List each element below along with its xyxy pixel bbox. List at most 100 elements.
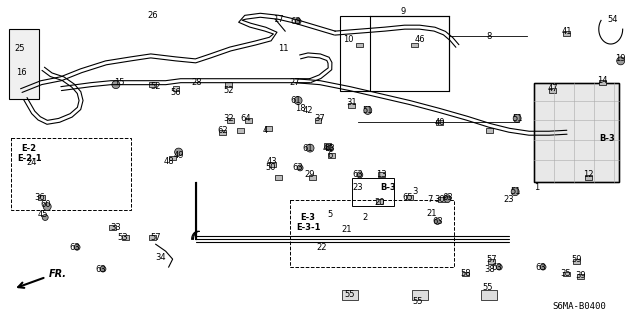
Circle shape (297, 165, 303, 171)
Bar (149, 235, 156, 240)
Text: 64: 64 (240, 114, 251, 123)
Bar (173, 86, 179, 91)
Bar (486, 128, 493, 133)
Bar (324, 143, 332, 148)
Text: 21: 21 (426, 209, 436, 218)
Text: 27: 27 (290, 78, 300, 87)
Circle shape (327, 145, 333, 151)
Text: 52: 52 (150, 82, 161, 91)
Text: 62: 62 (217, 126, 228, 135)
Bar (563, 31, 570, 36)
Circle shape (511, 188, 519, 196)
Text: 52: 52 (223, 86, 234, 95)
Text: 45: 45 (38, 210, 49, 219)
Text: 51: 51 (362, 106, 373, 115)
Bar (599, 80, 606, 85)
Text: B-3: B-3 (599, 134, 614, 143)
Text: 61: 61 (291, 96, 301, 105)
Text: 63: 63 (353, 170, 364, 179)
Text: 57: 57 (486, 255, 497, 263)
Bar (352, 178, 394, 205)
Bar (348, 103, 355, 108)
Text: 4: 4 (262, 126, 268, 135)
Text: 28: 28 (191, 78, 202, 87)
Text: 12: 12 (584, 170, 594, 179)
Bar (169, 156, 176, 160)
Text: 18: 18 (295, 104, 305, 113)
Bar (10, 29, 39, 99)
Text: 26: 26 (147, 11, 158, 20)
Text: 6: 6 (327, 151, 333, 160)
Text: 7: 7 (427, 195, 432, 204)
Text: 61: 61 (303, 144, 314, 152)
Circle shape (294, 97, 302, 105)
Text: 19: 19 (616, 54, 626, 63)
Bar (534, 83, 619, 182)
Text: 58: 58 (460, 270, 470, 278)
Text: B-3: B-3 (380, 183, 396, 192)
Text: 32: 32 (223, 114, 234, 123)
Bar (245, 118, 252, 123)
Bar (109, 225, 116, 230)
Circle shape (74, 244, 80, 250)
Bar (376, 199, 383, 204)
Bar (412, 290, 428, 300)
Text: 39: 39 (575, 271, 586, 280)
Text: FR.: FR. (49, 269, 67, 279)
Text: 1: 1 (534, 183, 540, 192)
Text: 33: 33 (111, 223, 121, 232)
Text: 51: 51 (512, 114, 522, 123)
Bar (328, 152, 335, 158)
Bar (308, 175, 316, 180)
Circle shape (44, 203, 51, 211)
Text: 63: 63 (536, 263, 547, 271)
Text: 37: 37 (315, 114, 325, 123)
Circle shape (306, 144, 314, 152)
Text: 9: 9 (400, 7, 405, 16)
Text: 23: 23 (504, 195, 515, 204)
Text: 55: 55 (344, 290, 355, 299)
Text: 10: 10 (342, 34, 353, 44)
Text: E-2: E-2 (22, 144, 37, 152)
Text: 63: 63 (442, 193, 453, 202)
Text: 48: 48 (163, 158, 174, 167)
Text: 40: 40 (434, 118, 445, 127)
Bar (481, 290, 497, 300)
Bar (577, 274, 584, 279)
Circle shape (444, 197, 451, 203)
Text: 44: 44 (323, 144, 333, 152)
Text: 21: 21 (342, 225, 352, 234)
Text: 57: 57 (150, 233, 161, 242)
Text: 55: 55 (412, 297, 423, 306)
Text: E-3-1: E-3-1 (296, 223, 320, 232)
Text: 50: 50 (265, 163, 275, 173)
Bar (488, 259, 495, 263)
Text: E-2-1: E-2-1 (17, 153, 42, 162)
Text: 65: 65 (403, 193, 413, 202)
Text: 35: 35 (561, 270, 572, 278)
Text: 41: 41 (562, 26, 572, 36)
Bar (436, 120, 443, 125)
Text: 24: 24 (26, 159, 36, 167)
Text: 15: 15 (114, 78, 124, 87)
Bar (12, 138, 131, 210)
Text: 8: 8 (486, 32, 492, 41)
Text: 56: 56 (170, 88, 181, 97)
Circle shape (357, 172, 363, 178)
Bar (378, 172, 385, 177)
Text: 13: 13 (376, 170, 387, 179)
Text: 20: 20 (374, 198, 385, 207)
Bar (438, 197, 445, 202)
Text: 63: 63 (291, 17, 301, 26)
Text: 34: 34 (156, 253, 166, 262)
Text: 46: 46 (414, 34, 425, 44)
Bar (462, 271, 469, 277)
Text: 23: 23 (353, 183, 363, 192)
Bar (573, 259, 580, 263)
Circle shape (112, 81, 120, 89)
Text: 36: 36 (34, 193, 45, 202)
Text: 16: 16 (16, 68, 27, 77)
Bar (586, 175, 592, 180)
Bar (265, 126, 272, 131)
Text: 63: 63 (292, 163, 303, 173)
